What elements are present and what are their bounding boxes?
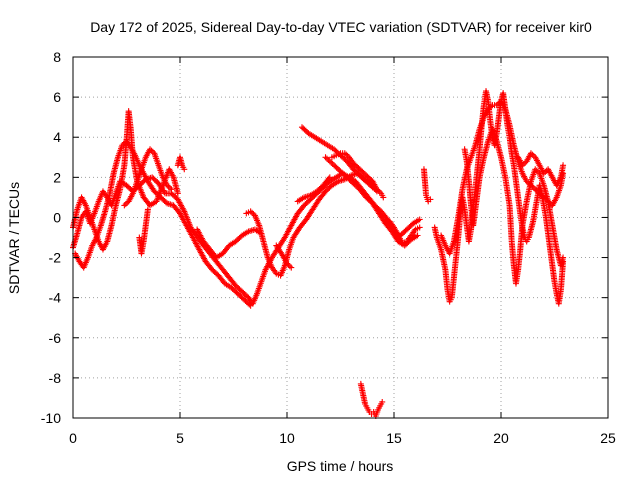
y-tick-label: -8 (49, 370, 62, 386)
x-tick-label: 5 (176, 430, 184, 446)
x-tick-label: 0 (69, 430, 77, 446)
data-point-arc-4 (121, 202, 128, 209)
data-point-arc-18 (493, 102, 500, 109)
marker-arc-9 (285, 261, 292, 268)
data-point-arc-18 (532, 186, 539, 193)
marker-arc-13 (376, 189, 383, 196)
y-tick-label: -2 (49, 250, 62, 266)
data-point-arc-8 (247, 208, 254, 215)
data-point-arc-12 (322, 154, 329, 161)
data-point-arc-19 (560, 254, 567, 261)
marker-arc-19 (533, 167, 540, 174)
marker-arc-20 (529, 151, 536, 158)
data-point-arc-15 (416, 224, 423, 231)
marker-arc-10 (325, 175, 332, 182)
data-point-arc-20 (540, 170, 547, 177)
y-tick-label: 8 (53, 49, 61, 65)
data-point-arc-6 (181, 166, 188, 173)
data-point-arc-4 (168, 186, 175, 193)
y-tick-label: -10 (41, 410, 61, 426)
data-point-arc-16 (427, 196, 434, 203)
marker-arc-18 (535, 189, 542, 196)
data-point-arc-13 (373, 186, 380, 193)
marker-arc-13 (343, 151, 350, 158)
data-point-arc-12 (414, 232, 421, 239)
data-point-arc-9 (284, 260, 290, 267)
x-tick-label: 20 (493, 430, 509, 446)
marker-arc-13 (375, 187, 382, 194)
marker-arc-4 (148, 147, 155, 154)
data-point-arc-20 (560, 162, 567, 169)
x-tick-label: 15 (386, 430, 402, 446)
y-tick-label: -6 (49, 330, 62, 346)
data-point-arc-10 (326, 174, 333, 181)
marker-arc-8 (250, 211, 257, 218)
x-tick-label: 10 (279, 430, 295, 446)
data-point-arc-12 (326, 158, 333, 165)
chart-title: Day 172 of 2025, Sidereal Day-to-day VTE… (90, 19, 592, 35)
data-point-arc-18 (485, 106, 492, 113)
marker-arc-4 (122, 201, 129, 208)
data-point-arc-5 (144, 206, 151, 213)
y-tick-label: 6 (53, 89, 61, 105)
marker-arc-18 (533, 187, 540, 194)
data-point-arc-9 (288, 264, 295, 271)
marker-arc-9 (278, 251, 285, 258)
marker-arc-12 (325, 156, 332, 163)
marker-arc-2 (246, 301, 253, 308)
marker-arc-20 (520, 160, 527, 167)
data-point-arc-2 (119, 142, 126, 149)
marker-arc-12 (328, 159, 335, 166)
y-axis-label: SDTVAR / TECUs (6, 182, 22, 294)
data-point-arc-13 (380, 194, 387, 201)
x-tick-label: 25 (600, 430, 616, 446)
marker-arc-18 (488, 103, 495, 110)
marker-arc-4 (165, 183, 172, 190)
axis-ticks: 0 5 10 15 20 25 -10 -8 -6 -4 -2 0 2 4 6 8 (41, 49, 616, 446)
data-point-arc-14 (379, 398, 386, 405)
marker-arc-18 (486, 104, 493, 111)
y-tick-label: 4 (53, 129, 61, 145)
y-tick-label: -4 (49, 290, 62, 306)
marker-arc-9 (286, 263, 293, 270)
plot-frame (72, 56, 609, 419)
data-markers (70, 88, 567, 419)
data-point-arc-1 (416, 216, 423, 223)
data-point-arc-20 (519, 162, 526, 169)
y-tick-label: 2 (53, 169, 61, 185)
data-point-arc-13 (341, 150, 348, 157)
data-point-arc-2 (247, 302, 254, 309)
marker-arc-8 (249, 209, 256, 216)
data-point-arc-3 (174, 190, 181, 197)
data-point-arc-4 (147, 146, 154, 153)
marker-arc-4 (167, 185, 174, 192)
marker-arc-18 (537, 191, 544, 198)
x-axis-label: GPS time / hours (287, 458, 394, 474)
data-point-arc-19 (532, 166, 539, 173)
data-point-arc-18 (536, 190, 543, 197)
marker-arc-4 (149, 148, 156, 155)
data-point-arc-20 (527, 150, 534, 157)
data-point-arc-4 (164, 182, 171, 189)
y-tick-label: 0 (53, 209, 61, 225)
marker-arc-12 (323, 155, 330, 162)
